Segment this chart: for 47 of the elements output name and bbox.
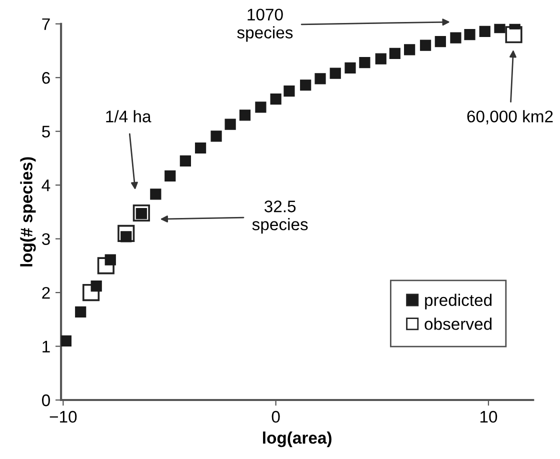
point <box>494 24 506 34</box>
point <box>150 188 162 200</box>
y-tick-label: 1 <box>42 340 50 352</box>
point <box>389 48 400 59</box>
point <box>450 32 462 44</box>
point <box>314 73 326 84</box>
point <box>420 40 432 51</box>
point <box>464 29 476 40</box>
point <box>180 155 191 166</box>
annotation: 32.5 species <box>252 200 308 234</box>
point <box>359 57 370 68</box>
annotation: 60,000 km2 <box>467 110 553 124</box>
point <box>270 94 282 105</box>
y-tick-label: 3 <box>42 233 50 246</box>
y-axis-title: log(# species) <box>20 157 36 266</box>
point <box>239 110 251 121</box>
point <box>61 335 72 346</box>
annotation: 1/4 ha <box>106 110 152 122</box>
point <box>164 170 176 182</box>
point <box>330 68 341 79</box>
point <box>404 44 416 56</box>
y-tick-label: 5 <box>42 126 50 138</box>
point <box>434 36 446 48</box>
point <box>104 254 116 266</box>
legend-label: predicted <box>425 294 492 310</box>
point <box>75 306 86 318</box>
point <box>284 85 295 97</box>
point <box>300 80 312 91</box>
legend-label: observed <box>424 318 492 330</box>
point <box>255 102 266 113</box>
annotation: 1070 species <box>237 8 293 42</box>
y-tick-label: 0 <box>42 394 50 406</box>
point <box>210 130 222 142</box>
y-tick-label: 4 <box>42 180 50 192</box>
y-tick-label: 2 <box>42 286 50 299</box>
y-tick-label: 7 <box>42 18 50 30</box>
x-tick-label: −10 <box>50 410 77 423</box>
point <box>479 26 490 37</box>
x-tick-label: 10 <box>480 410 498 423</box>
x-axis-title: log(area) <box>263 432 332 448</box>
point <box>224 118 236 130</box>
y-tick-label: 6 <box>42 72 50 84</box>
point <box>344 62 356 74</box>
point <box>90 280 102 292</box>
point <box>375 53 386 64</box>
x-tick-label: 0 <box>272 410 280 423</box>
point <box>194 142 206 154</box>
